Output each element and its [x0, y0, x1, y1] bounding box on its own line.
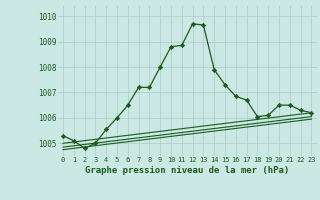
X-axis label: Graphe pression niveau de la mer (hPa): Graphe pression niveau de la mer (hPa)	[85, 166, 289, 175]
